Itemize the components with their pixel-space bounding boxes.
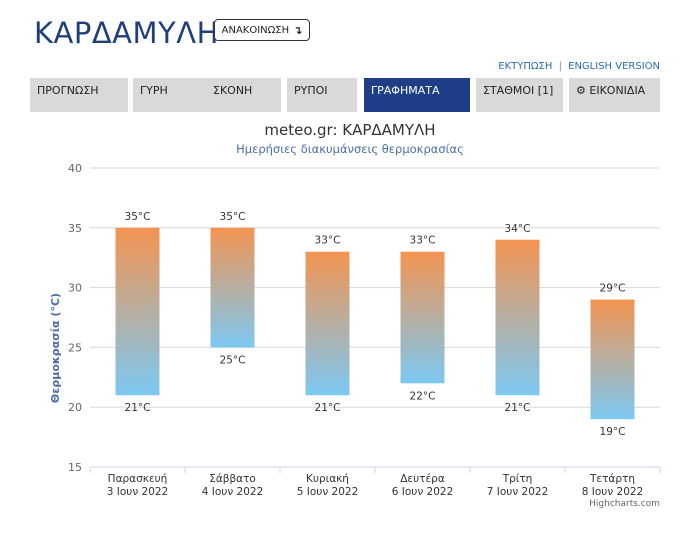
x-tick-label-date: 8 Ιουν 2022: [582, 486, 644, 498]
data-label-min: 22°C: [410, 390, 436, 402]
tab-label: ΡΥΠΟΙ: [294, 84, 328, 97]
tab-label: ΣΚΟΝΗ: [213, 84, 253, 97]
data-label-max: 35°C: [220, 211, 246, 223]
x-tick-label-day: Δευτέρα: [400, 473, 445, 485]
data-label-min: 21°C: [505, 402, 531, 414]
page-title: ΚΑΡΔΑΜΥΛΗ: [34, 16, 219, 50]
tab-dust[interactable]: ΣΚΟΝΗ: [206, 78, 281, 112]
y-tick-label: 35: [68, 222, 82, 235]
temperature-bar: [400, 251, 445, 384]
top-links: ΕΚΤΥΠΩΣΗ | ENGLISH VERSION: [498, 61, 660, 72]
tab-forecast[interactable]: ΠΡΟΓΝΩΣΗ: [30, 78, 128, 112]
link-separator: |: [558, 61, 562, 72]
x-tick-label-date: 5 Ιουν 2022: [297, 486, 359, 498]
tab-label: ΠΡΟΓΝΩΣΗ: [37, 84, 99, 97]
y-axis-label: Θερμοκρασία (°C): [49, 293, 62, 403]
data-label-max: 33°C: [410, 235, 436, 247]
announcement-label: ΑΝΑΚΟΙΝΩΣΗ: [221, 24, 290, 36]
data-label-min: 21°C: [125, 402, 151, 414]
x-tick-label-day: Τετάρτη: [589, 473, 635, 485]
temperature-bar: [305, 251, 350, 396]
tab-stations[interactable]: ΣΤΑΘΜΟΙ [1]: [476, 78, 563, 112]
arrow-down-icon: ↴: [293, 23, 303, 37]
y-tick-label: 15: [68, 461, 82, 474]
data-label-min: 25°C: [220, 354, 246, 366]
gear-icon: ⚙: [576, 84, 586, 97]
data-label-max: 29°C: [600, 283, 626, 295]
tab-label: ΕΙΚΟΝΙΔΙΑ: [589, 84, 646, 97]
temperature-bar: [495, 239, 540, 396]
print-link[interactable]: ΕΚΤΥΠΩΣΗ: [498, 61, 553, 72]
data-label-min: 19°C: [600, 426, 626, 438]
x-tick-label-date: 7 Ιουν 2022: [487, 486, 549, 498]
tab-label: ΓΡΑΦΗΜΑΤΑ: [371, 84, 440, 97]
tab-charts[interactable]: ΓΡΑΦΗΜΑΤΑ: [364, 78, 470, 112]
tab-pollutants[interactable]: ΡΥΠΟΙ: [287, 78, 357, 112]
temperature-chart: meteo.gr: ΚΑΡΔΑΜΥΛΗ Ημερήσιες διακυμάνσε…: [49, 121, 661, 498]
tab-label: ΣΤΑΘΜΟΙ [1]: [483, 84, 554, 97]
english-version-link[interactable]: ENGLISH VERSION: [568, 61, 660, 72]
x-tick-label-day: Παρασκευή: [108, 473, 168, 485]
temperature-bar: [115, 227, 160, 396]
x-tick-label-day: Κυριακή: [306, 473, 349, 485]
data-label-max: 34°C: [505, 223, 531, 235]
chart-subtitle: Ημερήσιες διακυμάνσεις θερμοκρασίας: [236, 142, 464, 156]
tab-icons[interactable]: ⚙ ΕΙΚΟΝΙΔΙΑ: [569, 78, 660, 112]
data-label-max: 35°C: [125, 211, 151, 223]
x-tick-label-date: 4 Ιουν 2022: [202, 486, 264, 498]
data-label-max: 33°C: [315, 235, 341, 247]
x-tick-label-date: 6 Ιουν 2022: [392, 486, 454, 498]
tab-pollen[interactable]: ΓΥΡΗ: [133, 78, 208, 112]
x-tick-label-day: Τρίτη: [502, 473, 533, 485]
chart-title: meteo.gr: ΚΑΡΔΑΜΥΛΗ: [264, 121, 435, 139]
announcement-button[interactable]: ΑΝΑΚΟΙΝΩΣΗ ↴: [214, 19, 310, 41]
temperature-bar: [590, 299, 635, 420]
tab-label: ΓΥΡΗ: [140, 84, 168, 97]
x-tick-label-date: 3 Ιουν 2022: [107, 486, 169, 498]
temperature-bar: [210, 227, 255, 348]
x-tick-label-day: Σάββατο: [209, 473, 256, 485]
y-tick-label: 20: [68, 401, 82, 414]
y-tick-label: 40: [68, 162, 82, 175]
y-tick-label: 25: [68, 341, 82, 354]
chart-credits[interactable]: Highcharts.com: [589, 499, 660, 509]
data-label-min: 21°C: [315, 402, 341, 414]
y-tick-label: 30: [68, 282, 82, 295]
